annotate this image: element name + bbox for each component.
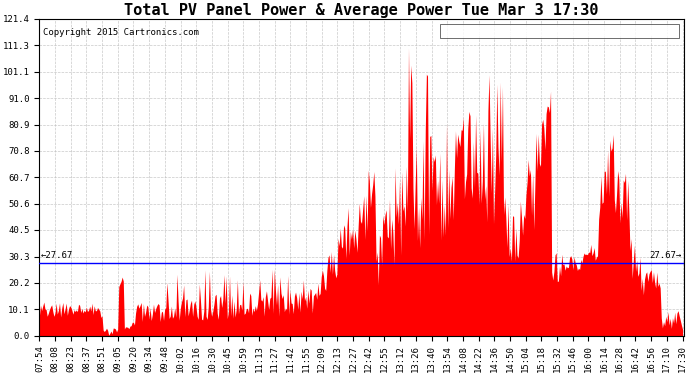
Text: 27.67→: 27.67→ — [649, 251, 682, 260]
Title: Total PV Panel Power & Average Power Tue Mar 3 17:30: Total PV Panel Power & Average Power Tue… — [124, 3, 599, 18]
Text: ←27.67: ←27.67 — [41, 251, 72, 260]
Text: Copyright 2015 Cartronics.com: Copyright 2015 Cartronics.com — [43, 28, 199, 38]
Legend: Average  (DC Watts), PV Panels  (DC Watts): Average (DC Watts), PV Panels (DC Watts) — [440, 24, 679, 38]
